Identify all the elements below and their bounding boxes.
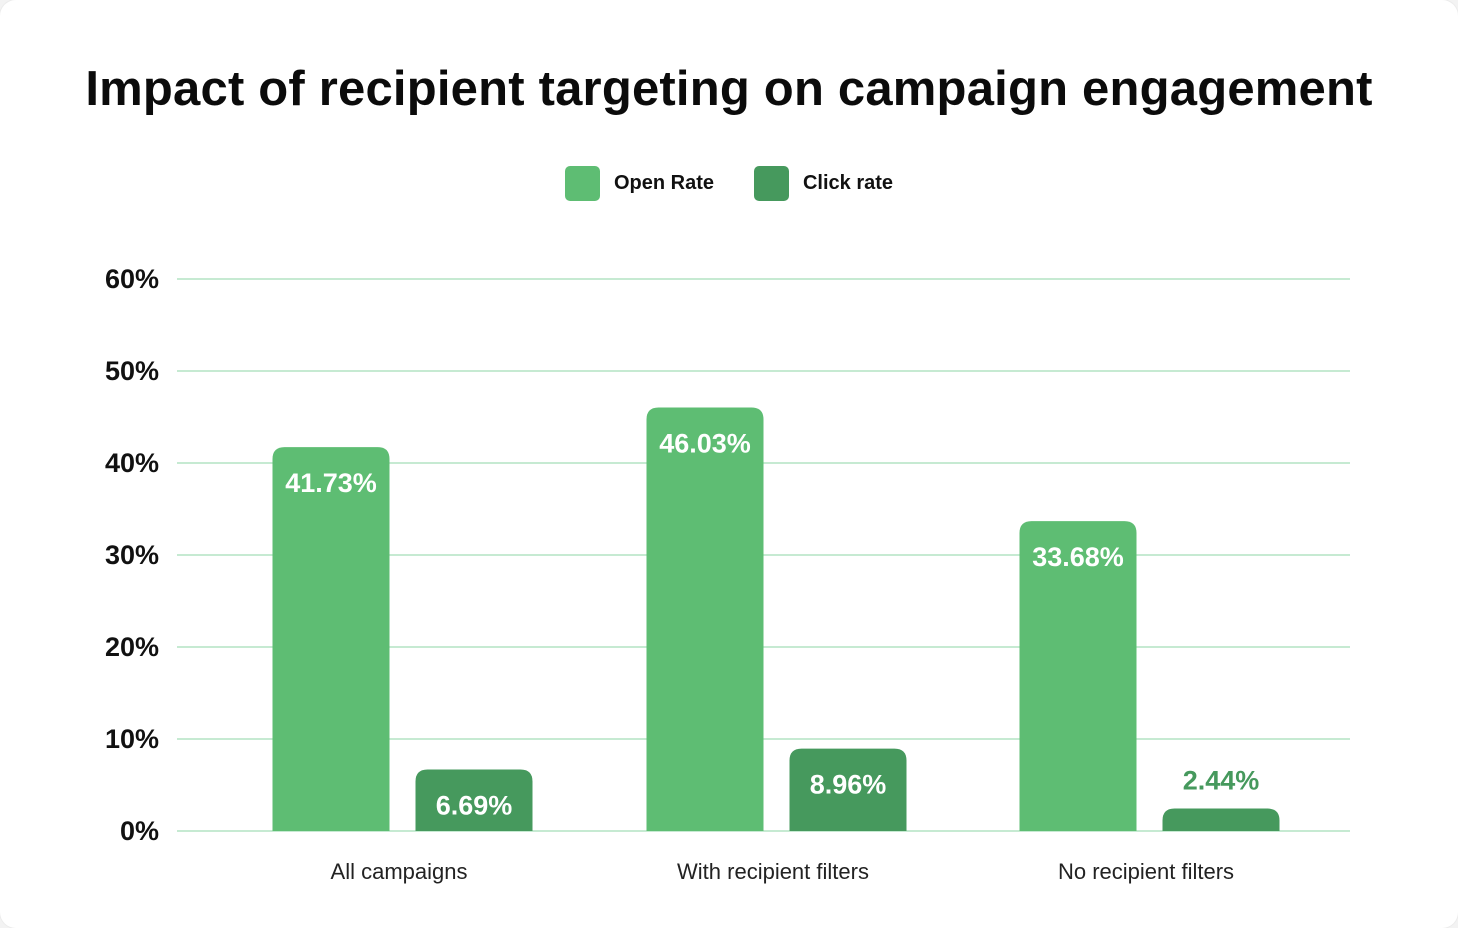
- legend-item-open-rate[interactable]: Open Rate: [564, 166, 714, 201]
- bar-open-rate: [646, 407, 764, 831]
- y-tick-label: 10%: [105, 724, 159, 754]
- y-tick-label: 0%: [120, 816, 159, 846]
- x-category-label: All campaigns: [331, 859, 468, 884]
- bar-click-rate: [1162, 808, 1280, 831]
- y-tick-label: 60%: [105, 264, 159, 294]
- legend-label-open-rate: Open Rate: [613, 172, 714, 194]
- y-tick-label: 50%: [105, 356, 159, 386]
- y-tick-label: 30%: [105, 540, 159, 570]
- bar-open-rate: [1019, 521, 1137, 831]
- x-category-label: No recipient filters: [1058, 859, 1234, 884]
- data-label-click-rate: 2.44%: [1183, 766, 1260, 796]
- data-label-open-rate: 46.03%: [659, 429, 751, 459]
- x-axis-categories: All campaigns With recipient filters No re…: [331, 859, 1235, 884]
- data-label-click-rate: 8.96%: [810, 770, 887, 800]
- bar-open-rate: [272, 447, 390, 831]
- x-category-label: With recipient filters: [677, 859, 869, 884]
- chart-title: Impact of recipient targeting on campaig…: [85, 62, 1373, 116]
- data-label-open-rate: 33.68%: [1032, 542, 1124, 572]
- legend-swatch-open-rate: [564, 166, 600, 201]
- legend-item-click-rate[interactable]: Click rate: [753, 166, 894, 201]
- data-labels: 41.73% 6.69% 46.03% 8.96% 33.68% 2.44%: [285, 429, 1259, 821]
- legend-label-click-rate: Click rate: [802, 172, 894, 194]
- data-label-click-rate: 6.69%: [436, 790, 513, 820]
- bar-click-rate: [415, 769, 533, 831]
- y-axis-ticks: 0% 10% 20% 30% 40% 50% 60%: [105, 264, 159, 846]
- bar-click-rate: [789, 748, 907, 831]
- bars: [272, 407, 1280, 831]
- y-tick-label: 20%: [105, 632, 159, 662]
- legend: Open Rate Click rate: [0, 166, 1458, 201]
- data-label-open-rate: 41.73%: [285, 468, 377, 498]
- y-tick-label: 40%: [105, 448, 159, 478]
- legend-swatch-click-rate: [753, 166, 789, 201]
